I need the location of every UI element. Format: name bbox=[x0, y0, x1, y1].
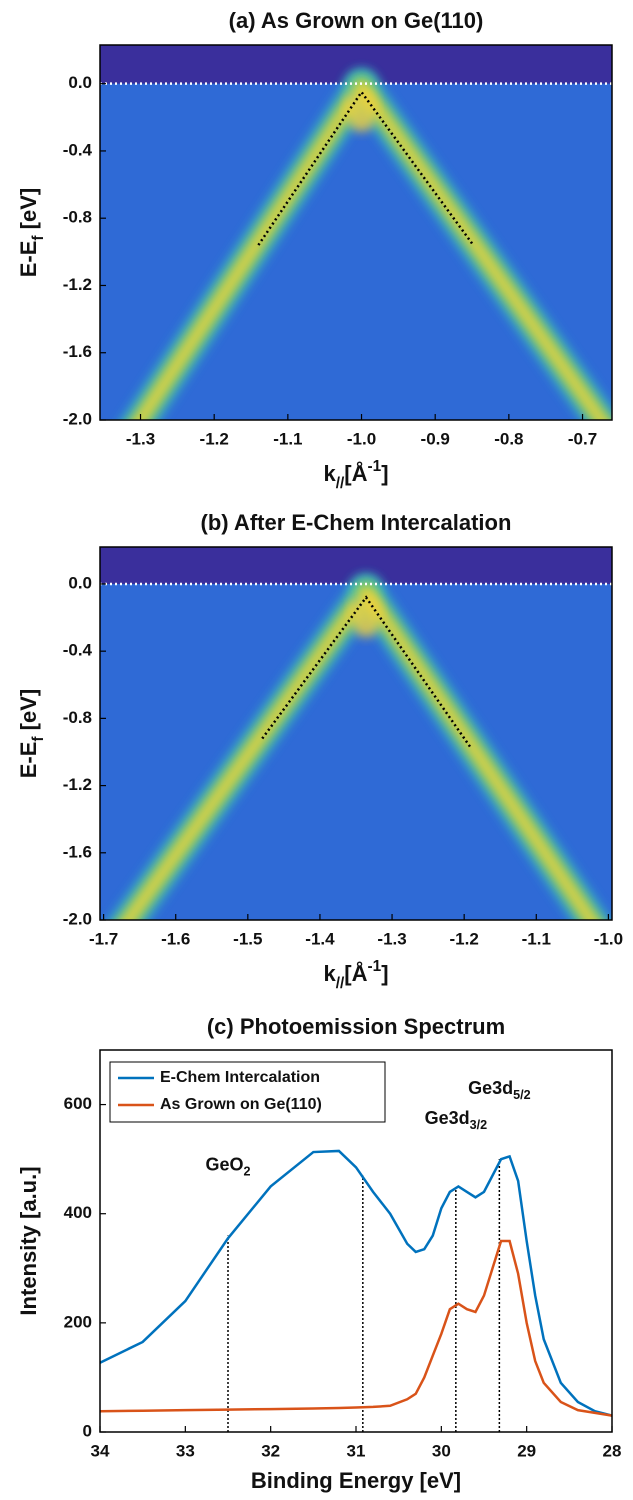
dispersion-line bbox=[257, 89, 474, 246]
annotation-label: Ge3d5/2 bbox=[468, 1078, 531, 1103]
y-tick-label: 400 bbox=[64, 1203, 92, 1222]
legend-label: E-Chem Intercalation bbox=[160, 1069, 320, 1086]
y-axis-label: E-Ef [eV] bbox=[16, 689, 47, 779]
label-part: k bbox=[323, 961, 336, 986]
x-axis-label: k//[Å-1] bbox=[323, 958, 388, 992]
label-part: ] bbox=[381, 961, 388, 986]
series-line bbox=[99, 1239, 613, 1417]
y-tick-label: -0.4 bbox=[63, 641, 93, 660]
y-tick-label: 0.0 bbox=[68, 73, 92, 92]
y-tick-label: -1.2 bbox=[63, 275, 92, 294]
annotation-label: Ge3d3/2 bbox=[425, 1108, 488, 1133]
label-part: 3/2 bbox=[470, 1118, 488, 1132]
legend-box bbox=[109, 1061, 386, 1123]
y-tick-label: 600 bbox=[64, 1094, 92, 1113]
x-tick-label: 34 bbox=[91, 1441, 110, 1460]
x-tick-label: -1.4 bbox=[305, 929, 335, 948]
legend-label: As Grown on Ge(110) bbox=[160, 1096, 322, 1113]
y-tick-label: 200 bbox=[64, 1312, 92, 1331]
x-tick-label: -1.2 bbox=[200, 429, 229, 448]
y-tick-label: -1.6 bbox=[63, 342, 92, 361]
x-tick-label: 29 bbox=[517, 1441, 536, 1460]
x-axis-label: k//[Å-1] bbox=[323, 458, 388, 492]
y-tick-label: 0.0 bbox=[68, 573, 92, 592]
y-tick-label: -0.8 bbox=[63, 208, 92, 227]
label-part: -1 bbox=[368, 958, 382, 975]
heatmap bbox=[100, 547, 612, 920]
y-tick-label: -1.6 bbox=[63, 842, 92, 861]
label-part: 5/2 bbox=[513, 1088, 531, 1102]
label-part: k bbox=[323, 461, 336, 486]
y-tick-label: -0.8 bbox=[63, 708, 92, 727]
label-part: f bbox=[30, 736, 47, 742]
x-tick-label: -1.2 bbox=[450, 929, 479, 948]
label-part: ] bbox=[381, 461, 388, 486]
band-glow bbox=[357, 81, 607, 420]
x-tick-label: 28 bbox=[603, 1441, 622, 1460]
label-part: E-E bbox=[16, 742, 41, 779]
dispersion-line bbox=[261, 595, 473, 750]
x-tick-label: 33 bbox=[176, 1441, 195, 1460]
label-part: [Å bbox=[344, 960, 367, 986]
band-glow bbox=[122, 586, 371, 920]
label-part: Binding Energy [eV] bbox=[251, 1468, 461, 1493]
x-tick-label: -1.3 bbox=[377, 929, 406, 948]
x-tick-label: 32 bbox=[261, 1441, 280, 1460]
label-part: // bbox=[336, 475, 345, 492]
x-axis-label: Binding Energy [eV] bbox=[251, 1468, 461, 1493]
band-glow bbox=[134, 81, 367, 420]
label-part: [Å bbox=[344, 460, 367, 486]
dirac-glow bbox=[350, 593, 383, 638]
x-tick-label: -1.6 bbox=[161, 929, 190, 948]
label-part: GeO bbox=[205, 1154, 243, 1174]
x-tick-label: -1.0 bbox=[594, 929, 623, 948]
annotation-label: GeO2 bbox=[205, 1154, 250, 1179]
heatmap bbox=[100, 45, 612, 420]
label-part: E-E bbox=[16, 241, 41, 278]
x-tick-label: -1.1 bbox=[522, 929, 551, 948]
x-tick-label: -1.1 bbox=[273, 429, 302, 448]
plot-frame bbox=[99, 546, 613, 921]
x-tick-label: -0.8 bbox=[494, 429, 523, 448]
panel-title: (c) Photoemission Spectrum bbox=[207, 1014, 505, 1039]
label-part: 2 bbox=[244, 1165, 251, 1179]
series-line bbox=[99, 1149, 613, 1417]
x-tick-label: 30 bbox=[432, 1441, 451, 1460]
y-tick-label: -2.0 bbox=[63, 409, 92, 428]
x-tick-label: -1.0 bbox=[347, 429, 376, 448]
y-axis-label: E-Ef [eV] bbox=[16, 188, 47, 278]
y-tick-label: 0 bbox=[83, 1421, 92, 1440]
dirac-glow bbox=[345, 88, 378, 133]
band-glow bbox=[361, 586, 597, 920]
label-part: Intensity [a.u.] bbox=[16, 1166, 41, 1315]
x-tick-label: -1.3 bbox=[126, 429, 155, 448]
x-tick-label: 31 bbox=[347, 1441, 366, 1460]
label-part: Ge3d bbox=[425, 1108, 470, 1128]
label-part: Ge3d bbox=[468, 1078, 513, 1098]
y-axis-label: Intensity [a.u.] bbox=[16, 1166, 41, 1315]
label-part: // bbox=[336, 975, 345, 992]
label-part: [eV] bbox=[16, 689, 41, 737]
x-tick-label: -1.5 bbox=[233, 929, 262, 948]
label-part: -1 bbox=[368, 458, 382, 475]
panel-title: (a) As Grown on Ge(110) bbox=[229, 8, 484, 33]
plot-frame bbox=[99, 44, 613, 421]
panel-title: (b) After E-Chem Intercalation bbox=[201, 510, 512, 535]
x-tick-label: -0.9 bbox=[421, 429, 450, 448]
x-tick-label: -0.7 bbox=[568, 429, 597, 448]
label-part: [eV] bbox=[16, 188, 41, 236]
y-tick-label: -2.0 bbox=[63, 909, 92, 928]
label-part: f bbox=[30, 235, 47, 241]
y-tick-label: -1.2 bbox=[63, 775, 92, 794]
x-tick-label: -1.7 bbox=[89, 929, 118, 948]
y-tick-label: -0.4 bbox=[63, 140, 93, 159]
